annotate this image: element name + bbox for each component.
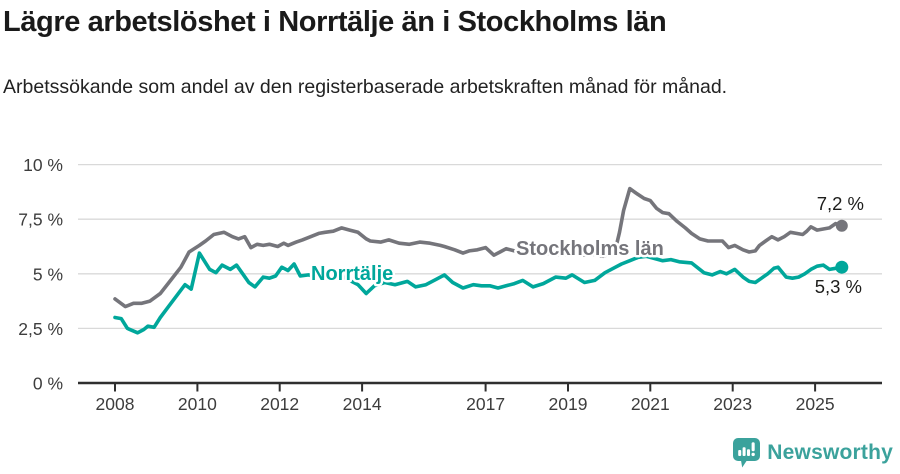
x-axis-label: 2010 <box>178 394 217 414</box>
newsworthy-brand-text: Newsworthy <box>767 441 893 464</box>
page-subtitle: Arbetssökande som andel av den registerb… <box>3 76 728 98</box>
x-axis-label: 2017 <box>466 394 505 414</box>
series-label-stockholms-lan: Stockholms län <box>516 238 664 260</box>
series-line-stockholms-lan <box>113 186 844 309</box>
y-axis-label: 2,5 % <box>18 319 63 339</box>
x-axis-label: 2008 <box>96 394 135 414</box>
x-axis-label: 2025 <box>796 394 835 414</box>
series-label-norrtalje: Norrtälje <box>311 263 393 285</box>
x-axis-label: 2012 <box>260 394 299 414</box>
x-axis-label: 2023 <box>713 394 752 414</box>
y-axis-label: 7,5 % <box>18 210 63 230</box>
end-value-label-stockholms-lan: 7,2 % <box>817 193 864 214</box>
x-axis-label: 2014 <box>343 394 382 414</box>
x-axis-label: 2019 <box>549 394 588 414</box>
y-axis-label: 5 % <box>33 264 63 284</box>
series-line-norrtalje <box>113 251 844 335</box>
end-value-label-norrtalje: 5,3 % <box>815 276 862 297</box>
y-axis-label: 10 % <box>23 155 63 175</box>
page-title: Lägre arbetslöshet i Norrtälje än i Stoc… <box>3 6 667 38</box>
series-end-dot-stockholms-lan <box>835 219 848 232</box>
x-axis-label: 2021 <box>631 394 670 414</box>
series-end-dot-norrtalje <box>835 260 849 274</box>
unemployment-line-chart: 0 % 2,5 % 5 % 7,5 % 10 % 2008 2010 2012 2014 2017… <box>18 155 882 414</box>
newsworthy-logo[interactable]: Newsworthy <box>733 438 893 468</box>
newsworthy-logo-icon <box>733 438 761 468</box>
y-axis-label: 0 % <box>33 374 63 394</box>
